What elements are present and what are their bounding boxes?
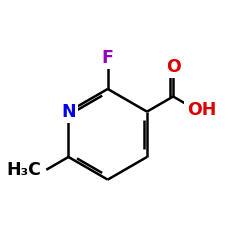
Text: F: F [102, 48, 114, 66]
Text: H₃C: H₃C [7, 161, 42, 179]
Text: O: O [166, 58, 180, 76]
Text: N: N [61, 103, 76, 121]
Text: OH: OH [187, 102, 216, 119]
Text: H: H [28, 161, 43, 179]
Text: H: H [29, 161, 44, 179]
